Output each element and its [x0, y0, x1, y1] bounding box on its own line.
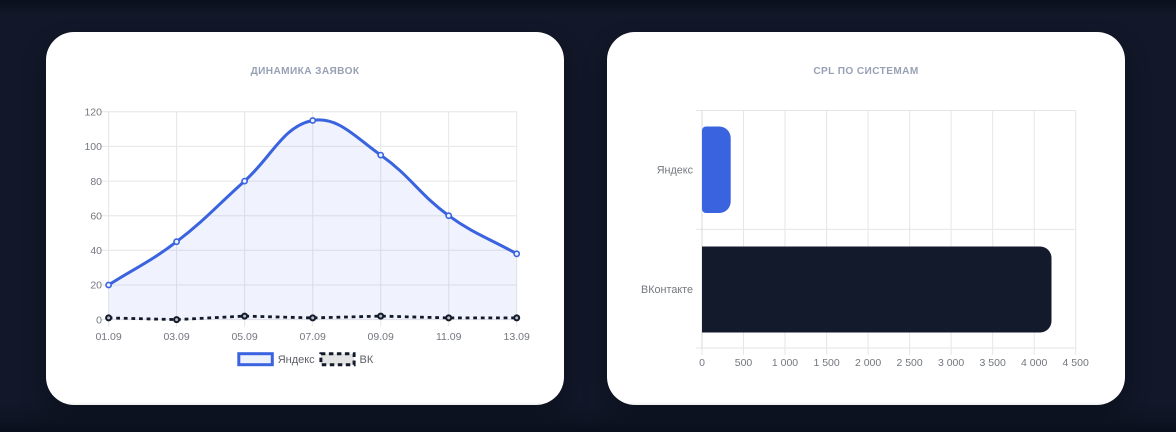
- svg-text:120: 120: [84, 107, 102, 119]
- svg-text:4 500: 4 500: [1063, 357, 1089, 369]
- svg-text:40: 40: [90, 245, 102, 257]
- svg-text:11.09: 11.09: [436, 331, 462, 343]
- svg-text:4 000: 4 000: [1021, 357, 1047, 369]
- svg-text:13.09: 13.09: [504, 331, 530, 343]
- svg-text:100: 100: [84, 141, 102, 153]
- svg-text:ДИНАМИКА ЗАЯВОК: ДИНАМИКА ЗАЯВОК: [251, 66, 360, 77]
- svg-text:ВК: ВК: [360, 354, 374, 366]
- svg-text:2 500: 2 500: [896, 357, 922, 369]
- svg-text:Яндекс: Яндекс: [278, 354, 315, 366]
- svg-text:2 000: 2 000: [855, 357, 881, 369]
- svg-text:01.09: 01.09: [95, 331, 121, 343]
- svg-text:20: 20: [90, 280, 102, 292]
- svg-text:3 500: 3 500: [980, 357, 1006, 369]
- svg-text:CPL ПО СИСТЕМАМ: CPL ПО СИСТЕМАМ: [813, 66, 918, 77]
- svg-text:05.09: 05.09: [231, 331, 257, 343]
- svg-text:1 000: 1 000: [772, 357, 798, 369]
- svg-text:500: 500: [735, 357, 753, 369]
- svg-text:03.09: 03.09: [163, 331, 189, 343]
- svg-text:3 000: 3 000: [938, 357, 964, 369]
- svg-text:09.09: 09.09: [368, 331, 394, 343]
- svg-text:0: 0: [96, 314, 102, 326]
- svg-text:1 500: 1 500: [813, 357, 839, 369]
- svg-text:60: 60: [90, 210, 102, 222]
- svg-text:80: 80: [90, 176, 102, 188]
- svg-text:ВКонтакте: ВКонтакте: [641, 284, 693, 296]
- svg-text:0: 0: [699, 357, 705, 369]
- svg-text:Яндекс: Яндекс: [657, 165, 694, 177]
- svg-text:07.09: 07.09: [300, 331, 326, 343]
